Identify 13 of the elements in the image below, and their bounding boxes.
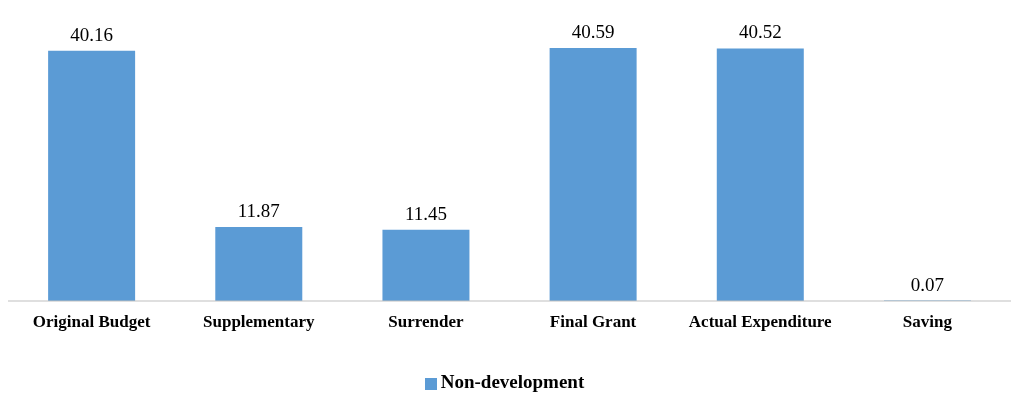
x-tick-label: Saving xyxy=(902,312,953,332)
data-label: 11.45 xyxy=(404,202,447,224)
x-tick-label: Actual Expenditure xyxy=(688,312,833,332)
x-tick-label: Final Grant xyxy=(549,312,637,332)
data-label: 40.16 xyxy=(70,23,113,45)
x-tick-label: Original Budget xyxy=(32,312,151,332)
x-tick-label: Surrender xyxy=(388,312,464,332)
data-label: 40.52 xyxy=(738,21,782,43)
data-label: 11.87 xyxy=(237,200,280,222)
x-tick-label: Supplementary xyxy=(203,312,315,332)
data-label: 40.59 xyxy=(571,21,615,42)
legend-label: Non-development xyxy=(440,371,585,392)
data-label: 0.07 xyxy=(910,273,945,295)
